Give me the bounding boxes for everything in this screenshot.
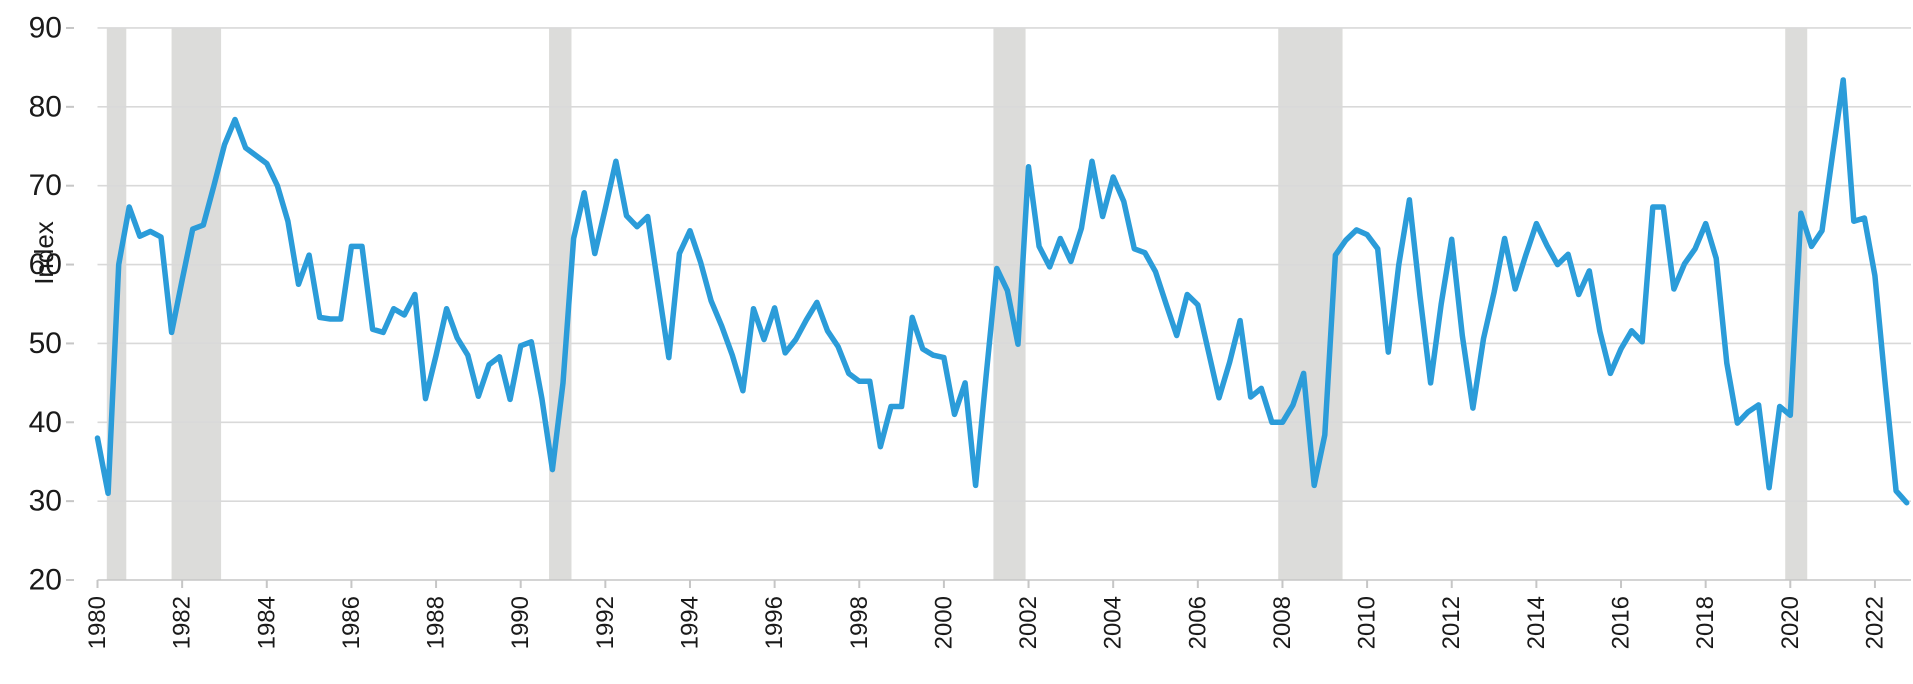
y-tick-marks-group bbox=[66, 26, 74, 581]
index-line bbox=[94, 77, 1910, 506]
x-tick-label: 1998 bbox=[846, 596, 873, 649]
x-tick-label: 2006 bbox=[1184, 596, 1211, 649]
x-tick-label: 2016 bbox=[1608, 596, 1635, 649]
x-tick-label: 1986 bbox=[338, 596, 365, 649]
x-tick-label: 2022 bbox=[1861, 596, 1888, 649]
x-tick-label: 1980 bbox=[84, 596, 111, 649]
y-tick-label: 30 bbox=[29, 485, 62, 518]
x-tick-label: 2012 bbox=[1438, 596, 1465, 649]
y-tick-label: 40 bbox=[29, 406, 62, 439]
y-axis-title: Index bbox=[29, 221, 59, 285]
x-tick-label: 2020 bbox=[1777, 596, 1804, 649]
x-tick-label: 1990 bbox=[507, 596, 534, 649]
x-tick-label: 2014 bbox=[1523, 596, 1550, 649]
x-tick-marks-group bbox=[96, 580, 1876, 588]
series-group bbox=[94, 77, 1910, 506]
x-tick-label: 1982 bbox=[169, 596, 196, 649]
x-tick-label: 1996 bbox=[761, 596, 788, 649]
x-tick-label: 2010 bbox=[1354, 596, 1381, 649]
x-tick-label: 2004 bbox=[1100, 596, 1127, 649]
x-tick-label: 2002 bbox=[1015, 596, 1042, 649]
x-tick-label: 1988 bbox=[423, 596, 450, 649]
x-tick-label: 1994 bbox=[676, 596, 703, 649]
x-tick-labels-group: 1980 1982 1984 1986 1988 1990 1992 1994 1996 1998… bbox=[84, 596, 1888, 649]
y-tick-label: 60 bbox=[29, 248, 62, 281]
y-tick-label: 80 bbox=[29, 90, 62, 123]
y-tick-label: 20 bbox=[29, 564, 62, 597]
x-tick-label: 2000 bbox=[930, 596, 957, 649]
x-tick-label: 2018 bbox=[1692, 596, 1719, 649]
y-tick-label: 90 bbox=[29, 11, 62, 44]
x-tick-label: 2008 bbox=[1269, 596, 1296, 649]
gridlines-group bbox=[97, 27, 1911, 581]
x-tick-label: 1992 bbox=[592, 596, 619, 649]
x-tick-label: 1984 bbox=[253, 596, 280, 649]
y-tick-labels-group: 20 30 40 50 60 70 80 90 bbox=[29, 11, 62, 596]
y-tick-label: 70 bbox=[29, 169, 62, 202]
recession-bands-group bbox=[106, 27, 1808, 581]
y-tick-label: 50 bbox=[29, 327, 62, 360]
